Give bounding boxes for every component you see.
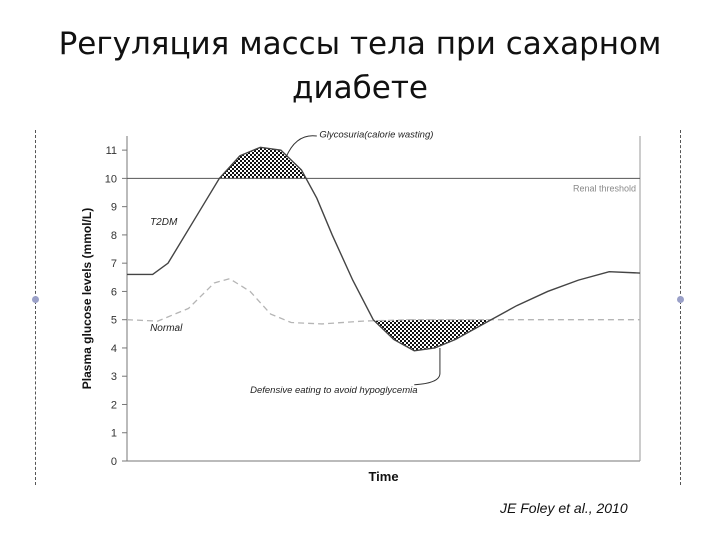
y-tick-label: 8 — [111, 230, 117, 242]
y-axis-label: Plasma glucose levels (mmol/L) — [80, 208, 94, 389]
y-tick-label: 7 — [111, 258, 117, 270]
y-tick-label: 9 — [111, 202, 117, 214]
y-tick-label: 2 — [111, 399, 117, 411]
t2dm-series-line — [127, 146, 641, 352]
y-tick-label: 11 — [106, 145, 117, 157]
hypoglycemia-shaded-area — [374, 319, 490, 351]
right-dashed-divider — [680, 130, 681, 485]
glycosuria-leader-line — [285, 135, 317, 158]
y-tick-label: 1 — [111, 428, 117, 440]
renal-threshold-label: Renal threshold — [573, 183, 636, 193]
citation: JE Foley et al., 2010 — [500, 500, 628, 516]
y-tick-label: 3 — [111, 371, 117, 383]
y-tick-label: 0 — [111, 456, 117, 468]
normal-series-label: Normal — [150, 323, 183, 334]
t2dm-series-label: T2DM — [150, 217, 178, 228]
slide-title: Регуляция массы тела при сахарном диабет… — [58, 26, 662, 106]
y-tick-label: 6 — [111, 286, 117, 298]
y-tick-label: 10 — [105, 173, 117, 185]
right-divider-dot — [677, 296, 684, 303]
glycosuria-annotation: Glycosuria(calorie wasting) — [319, 129, 433, 140]
left-divider-dot — [32, 296, 39, 303]
y-tick-label: 5 — [111, 315, 117, 327]
y-tick-label: 4 — [111, 343, 117, 355]
x-axis-label: Time — [368, 469, 398, 484]
normal-series-line — [126, 278, 640, 325]
hypoglycemia-leader-line — [414, 347, 441, 386]
left-dashed-divider — [35, 130, 36, 485]
hypoglycemia-annotation: Defensive eating to avoid hypoglycemia — [250, 385, 417, 396]
